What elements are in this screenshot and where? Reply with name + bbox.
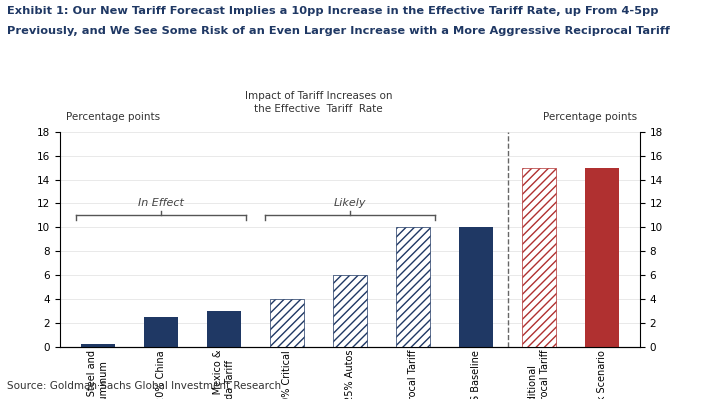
Bar [144, 317, 178, 347]
Bar [396, 227, 431, 347]
Text: Previously, and We See Some Risk of an Even Larger Increase with a More Aggressi: Previously, and We See Some Risk of an E… [7, 26, 670, 36]
Bar [206, 311, 241, 347]
Text: Impact of Tariff Increases on
the Effective  Tariff  Rate: Impact of Tariff Increases on the Effect… [245, 91, 392, 114]
Bar [269, 299, 304, 347]
Bar [585, 168, 619, 347]
Text: Exhibit 1: Our New Tariff Forecast Implies a 10pp Increase in the Effective Tari: Exhibit 1: Our New Tariff Forecast Impli… [7, 6, 658, 16]
Text: Percentage points: Percentage points [542, 112, 637, 122]
Text: Likely: Likely [334, 198, 366, 208]
Bar [522, 168, 556, 347]
Bar [332, 275, 368, 347]
Bar [459, 227, 493, 347]
Text: Source: Goldman Sachs Global Investment Research: Source: Goldman Sachs Global Investment … [7, 381, 281, 391]
Text: Percentage points: Percentage points [66, 112, 160, 122]
Text: In Effect: In Effect [138, 198, 184, 208]
Bar [81, 344, 115, 347]
